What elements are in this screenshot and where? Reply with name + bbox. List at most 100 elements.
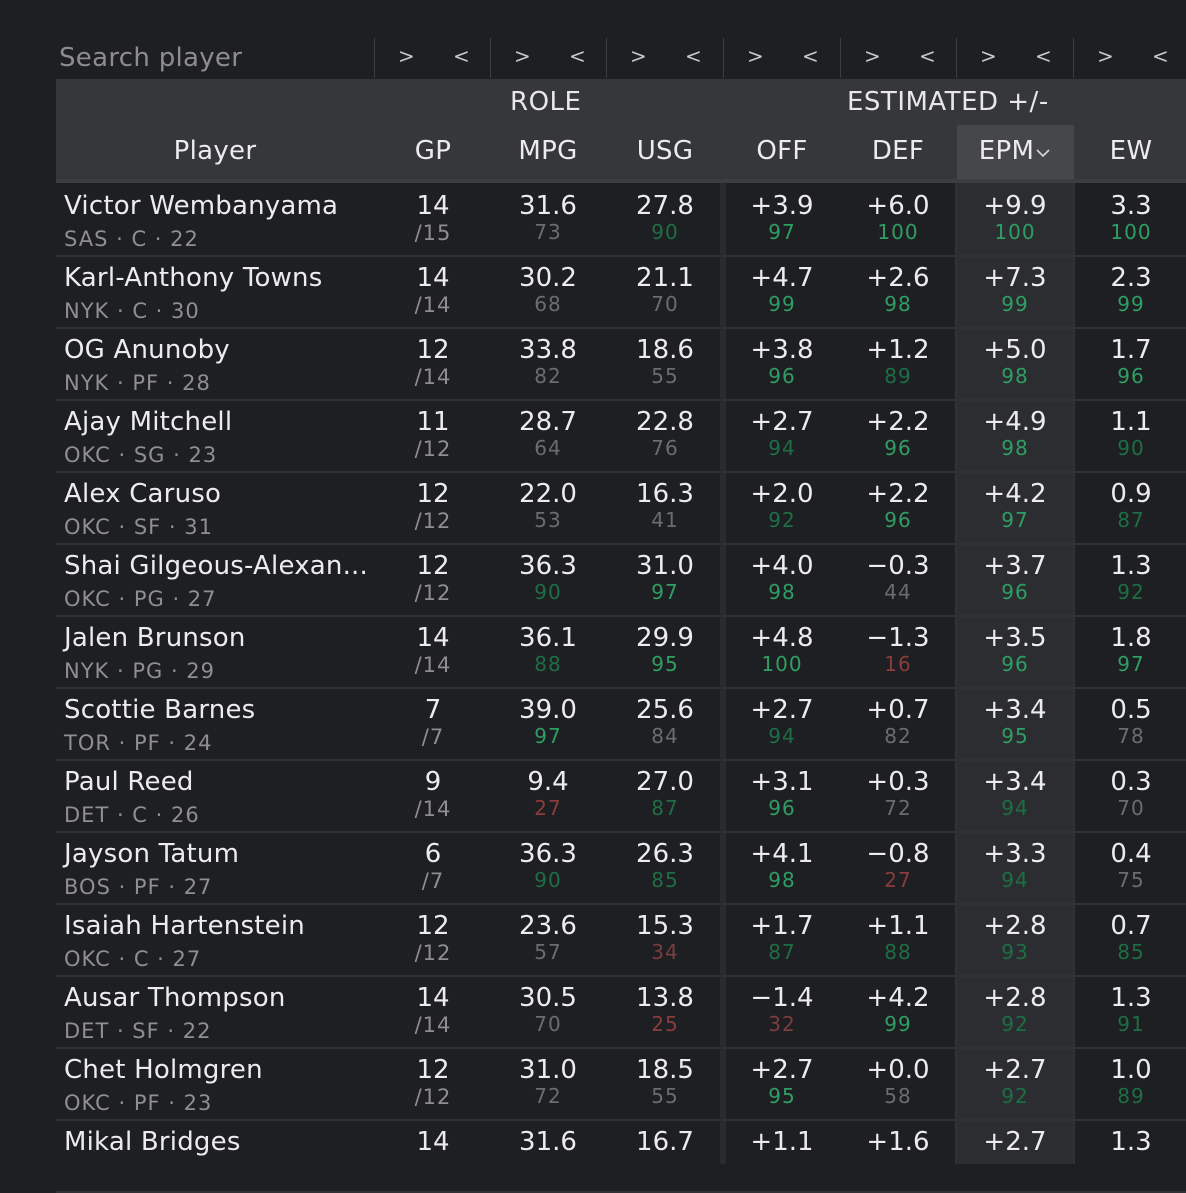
filter-max-arrow[interactable]: < <box>802 44 819 68</box>
usg-cell: 16.7 <box>610 1127 720 1157</box>
filter-max-arrow[interactable]: < <box>919 44 936 68</box>
player-name[interactable]: Jalen Brunson <box>64 623 246 653</box>
filter-max-arrow[interactable]: < <box>569 44 586 68</box>
filter-max-arrow[interactable]: < <box>1152 44 1169 68</box>
player-name[interactable]: Alex Caruso <box>64 479 222 509</box>
player-name[interactable]: Chet Holmgren <box>64 1055 263 1085</box>
epm-value: +3.3 <box>983 839 1047 869</box>
table-row[interactable]: Victor Wembanyama SAS · C · 22 14/15 31.6 73… <box>56 183 1186 257</box>
usg-percentile: 34 <box>651 940 679 964</box>
gp-total: /7 <box>421 725 445 749</box>
table-row[interactable]: Ajay Mitchell OKC · SG · 23 11/12 28.7 64 22.… <box>56 399 1186 473</box>
gp-cell: 12/12 <box>378 479 488 533</box>
gp-cell: 12/12 <box>378 1055 488 1109</box>
def-percentile: 27 <box>884 868 912 892</box>
player-name[interactable]: Isaiah Hartenstein <box>64 911 305 941</box>
table-row[interactable]: Jayson Tatum BOS · PF · 27 6/7 36.3 90 26.3 85… <box>56 831 1186 905</box>
mpg-value: 39.0 <box>519 695 577 725</box>
player-name[interactable]: Victor Wembanyama <box>64 191 339 221</box>
filter-group: > < <box>956 38 1073 78</box>
column-header-mpg[interactable]: MPG <box>518 136 578 166</box>
def-percentile: 82 <box>884 724 912 748</box>
gp-cell: 12/12 <box>378 911 488 965</box>
player-name[interactable]: Jayson Tatum <box>64 839 240 869</box>
table-row[interactable]: Karl-Anthony Towns NYK · C · 30 14/14 30.2 6… <box>56 255 1186 329</box>
table-row[interactable]: Mikal Bridges 14 31.6 16.7 +1.1 +1.6 +2.7 1.3 <box>56 1119 1186 1193</box>
usg-cell: 22.8 76 <box>610 407 720 459</box>
table-row[interactable]: Jalen Brunson NYK · PG · 29 14/14 36.1 88 29.… <box>56 615 1186 689</box>
def-cell: +1.2 89 <box>843 335 953 387</box>
ew-value: 0.7 <box>1110 911 1152 941</box>
table-row[interactable]: Scottie Barnes TOR · PF · 24 7/7 39.0 97 25.6… <box>56 687 1186 761</box>
column-group-divider <box>720 183 726 1164</box>
gp-total: /14 <box>414 365 452 389</box>
group-header-role: ROLE <box>510 87 582 117</box>
column-header-epm[interactable]: EPM <box>960 136 1070 166</box>
filter-max-arrow[interactable]: < <box>1035 44 1052 68</box>
column-divider <box>1073 183 1075 1164</box>
usg-percentile: 55 <box>651 364 679 388</box>
gp-value: 14 <box>416 191 450 221</box>
usg-cell: 16.3 41 <box>610 479 720 531</box>
off-cell: +2.7 94 <box>727 407 837 459</box>
filter-max-arrow[interactable]: < <box>453 44 470 68</box>
off-percentile: 98 <box>768 868 796 892</box>
player-name[interactable]: OG Anunoby <box>64 335 230 365</box>
filter-min-arrow[interactable]: > <box>980 44 997 68</box>
player-name[interactable]: Mikal Bridges <box>64 1127 241 1157</box>
filter-min-arrow[interactable]: > <box>747 44 764 68</box>
player-name[interactable]: Paul Reed <box>64 767 194 797</box>
def-cell: +6.0 100 <box>843 191 953 243</box>
player-name[interactable]: Ausar Thompson <box>64 983 286 1013</box>
filter-min-arrow[interactable]: > <box>398 44 415 68</box>
column-header-gp[interactable]: GP <box>414 136 452 166</box>
epm-cell: +4.9 98 <box>960 407 1070 459</box>
filter-min-arrow[interactable]: > <box>514 44 531 68</box>
gp-value: 6 <box>424 839 442 869</box>
mpg-percentile: 27 <box>534 796 562 820</box>
player-name[interactable]: Karl-Anthony Towns <box>64 263 323 293</box>
player-name[interactable]: Shai Gilgeous-Alexan... <box>64 551 368 581</box>
column-header-player[interactable]: Player <box>173 136 257 166</box>
chevron-down-icon[interactable] <box>1035 147 1051 159</box>
filter-max-arrow[interactable]: < <box>685 44 702 68</box>
mpg-cell: 23.6 57 <box>493 911 603 963</box>
column-header-ew[interactable]: EW <box>1109 136 1153 166</box>
table-row[interactable]: Paul Reed DET · C · 26 9/14 9.4 27 27.0 87 +3.1… <box>56 759 1186 833</box>
search-player-input[interactable] <box>56 38 377 78</box>
column-header-off[interactable]: OFF <box>756 136 808 166</box>
table-row[interactable]: Isaiah Hartenstein OKC · C · 27 12/12 23.6 5… <box>56 903 1186 977</box>
usg-percentile: 95 <box>651 652 679 676</box>
mpg-percentile: 64 <box>534 436 562 460</box>
ew-cell: 1.3 92 <box>1076 551 1186 603</box>
off-value: +2.0 <box>750 479 814 509</box>
def-percentile: 89 <box>884 364 912 388</box>
mpg-cell: 36.1 88 <box>493 623 603 675</box>
player-meta: BOS · PF · 27 <box>64 875 213 899</box>
column-divider <box>955 183 957 1164</box>
off-cell: +4.1 98 <box>727 839 837 891</box>
mpg-cell: 9.4 27 <box>493 767 603 819</box>
table-row[interactable]: Chet Holmgren OKC · PF · 23 12/12 31.0 72 18.… <box>56 1047 1186 1121</box>
filter-min-arrow[interactable]: > <box>864 44 881 68</box>
player-name[interactable]: Ajay Mitchell <box>64 407 233 437</box>
filter-min-arrow[interactable]: > <box>630 44 647 68</box>
off-value: +1.7 <box>750 911 814 941</box>
column-header-usg[interactable]: USG <box>636 136 694 166</box>
player-name[interactable]: Scottie Barnes <box>64 695 256 725</box>
table-row[interactable]: Ausar Thompson DET · SF · 22 14/14 30.5 70 13… <box>56 975 1186 1049</box>
column-header-def[interactable]: DEF <box>871 136 925 166</box>
ew-percentile: 96 <box>1117 364 1145 388</box>
table-row[interactable]: Alex Caruso OKC · SF · 31 12/12 22.0 53 16.3 4… <box>56 471 1186 545</box>
filter-min-arrow[interactable]: > <box>1097 44 1114 68</box>
usg-value: 27.0 <box>636 767 694 797</box>
def-percentile: 72 <box>884 796 912 820</box>
off-percentile: 32 <box>768 1012 796 1036</box>
mpg-value: 23.6 <box>519 911 577 941</box>
gp-value: 12 <box>416 911 450 941</box>
ew-value: 0.4 <box>1110 839 1152 869</box>
off-cell: +1.1 <box>727 1127 837 1157</box>
table-row[interactable]: OG Anunoby NYK · PF · 28 12/14 33.8 82 18.6 55… <box>56 327 1186 401</box>
table-row[interactable]: Shai Gilgeous-Alexan... OKC · PG · 27 12/1… <box>56 543 1186 617</box>
epm-percentile: 96 <box>1001 652 1029 676</box>
